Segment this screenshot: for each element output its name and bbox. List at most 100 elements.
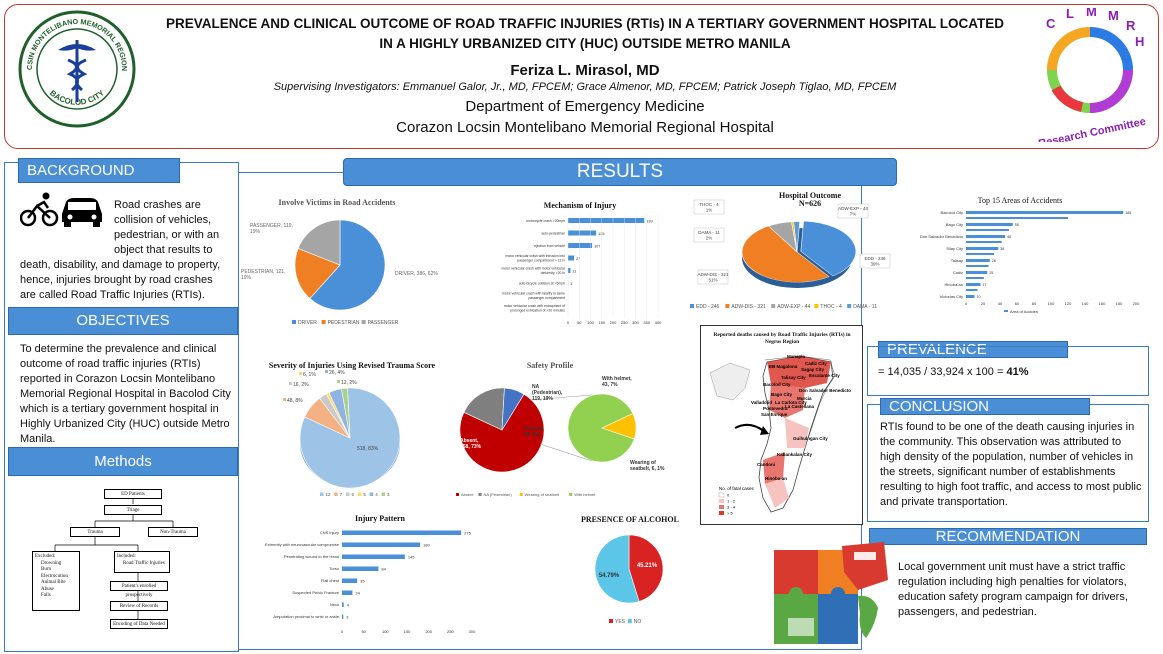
value-label: 35 — [360, 579, 365, 584]
legend-label: With helmet — [574, 492, 596, 497]
legend-label: ADW-EXP - 44 — [777, 304, 810, 310]
value-label: 11 — [572, 270, 576, 274]
tick-label: 400 — [655, 320, 662, 325]
category-label: motor vehicular crash with entrapment of… — [504, 304, 566, 312]
pie-slice — [628, 534, 664, 602]
header-banner — [4, 4, 1159, 149]
tick-label: 350 — [643, 320, 650, 325]
value-label: 339 — [646, 220, 652, 224]
category-label: Flail chest — [321, 578, 340, 583]
label-marker — [289, 382, 292, 385]
legend-label: 12 — [326, 492, 332, 497]
category-label: Amputation proximal to wrist or ankle — [273, 614, 339, 619]
callout-box — [859, 253, 891, 269]
legend-label: ADW-DIS - 321 — [731, 304, 766, 310]
category-label: Cadiz — [953, 270, 963, 275]
value-label: 25 — [989, 271, 993, 275]
category-label: Victorias City — [940, 294, 963, 299]
tick-label: 50 — [577, 320, 582, 325]
legend-swatch — [369, 492, 374, 496]
legend-label: DAMA - 11 — [853, 304, 877, 310]
value-label: 107 — [594, 245, 600, 249]
legend-label: 4 — [375, 492, 378, 497]
flow-excluded-item: Burn — [41, 567, 51, 572]
tick-label: 150 — [598, 320, 605, 325]
label-marker — [283, 398, 286, 401]
category-label: auto-pedestrian — [541, 232, 565, 236]
legend-label: 5 — [363, 492, 366, 497]
slice-label: 12, 2% — [341, 380, 357, 386]
map-legend-swatch — [719, 505, 724, 509]
map-place-label: Escalante City — [809, 373, 840, 378]
poster-title: PREVALENCE AND CLINICAL OUTCOME OF ROAD … — [150, 14, 1020, 54]
legend-swatch — [725, 304, 730, 308]
recommendation-text: Local government unit must have a strict… — [898, 561, 1128, 618]
pie-slice — [601, 413, 637, 440]
slice-label: 518, 83% — [357, 446, 379, 452]
slice-label: ADW-EXP - 44 7% — [838, 206, 868, 217]
connector-line — [529, 394, 593, 401]
tick-label: 250 — [621, 320, 628, 325]
research-committee-logo: C L M M R H Research Committee — [1037, 8, 1147, 142]
legend-swatch — [609, 619, 613, 623]
bar — [342, 542, 420, 547]
map-place-label: Guihulngan City — [793, 436, 828, 441]
legend-swatch — [321, 320, 326, 324]
background-heading: BACKGROUND — [18, 158, 180, 183]
chart-injury-title: Injury Pattern — [355, 514, 405, 523]
legend-swatch — [320, 492, 324, 496]
bar — [966, 259, 990, 262]
legend-label: 7 — [340, 492, 343, 497]
bar — [966, 271, 988, 274]
investigators: Supervising Investigators: Emmanuel Galo… — [273, 81, 897, 93]
map-place-label: Don Salvador Benedicto — [799, 388, 851, 393]
bar — [568, 243, 593, 248]
legend-label: NO — [634, 619, 642, 625]
map-place-label: Cadiz City — [805, 361, 827, 366]
pie-slice — [294, 248, 341, 299]
bar — [966, 211, 1124, 214]
legend-label: 6 — [352, 492, 355, 497]
flow-trauma: Trauma — [70, 527, 120, 537]
category-label: Suspected Pelvic Fracture — [292, 590, 339, 595]
map-place-label: Bacolod City — [763, 382, 791, 387]
bar — [342, 554, 405, 559]
map-pointer-arrow — [734, 423, 766, 433]
bar — [568, 218, 645, 223]
cyclist-car-icon — [20, 192, 102, 227]
bar — [342, 530, 462, 535]
chart-presence-of-alcohol: 45.21% 54.79% YES NO — [594, 534, 664, 625]
category-label: Bago City — [946, 222, 963, 227]
slice-label: 16, 2% — [293, 382, 309, 388]
map-place-label: Talisay City — [781, 375, 806, 380]
category-label: Torso — [329, 566, 340, 571]
slice-label: 26, 4% — [329, 370, 345, 376]
legend-label: DRIVER — [298, 320, 317, 326]
value-label: 84 — [381, 567, 386, 572]
tick-label: 100 — [587, 320, 594, 325]
negros-map-frame: Reported deaths caused by Road Traffic I… — [700, 325, 863, 525]
label-marker — [337, 380, 340, 383]
chart-hospital-outcome: EDD - 246 39% ADW-DIS - 321 51% ADW-EXP - 44… — [690, 199, 891, 310]
category-label: Hinoba-an — [945, 282, 963, 287]
chart-outcome-title-text: Hospital Outcome — [779, 191, 841, 200]
bar — [966, 241, 1002, 243]
flow-included-title: Included: — [117, 554, 136, 559]
pie-slice — [459, 393, 545, 473]
tick-label: 200 — [610, 320, 617, 325]
title-line-2: IN A HIGHLY URBANIZED CITY (HUC) OUTSIDE… — [379, 36, 791, 51]
tick-label: 20 — [981, 301, 986, 306]
objectives-text: To determine the prevalence and clinical… — [20, 343, 231, 445]
tick-label: 80 — [1032, 301, 1037, 306]
tick-label: 40 — [998, 301, 1003, 306]
negros-south — [765, 478, 789, 508]
category-label: CNS injury — [320, 530, 339, 535]
bar — [568, 255, 575, 261]
slice-label-seatbelt: Wearing of seatbelt, 6, 1% — [630, 460, 665, 472]
negros-southwest — [763, 452, 785, 484]
methods-heading: Methods — [8, 447, 238, 476]
prevalence-heading: PREVALENCE — [878, 341, 1068, 358]
logo-letter-h: H — [1135, 34, 1144, 49]
tick-label: 200 — [1133, 301, 1140, 306]
bar — [966, 265, 989, 267]
